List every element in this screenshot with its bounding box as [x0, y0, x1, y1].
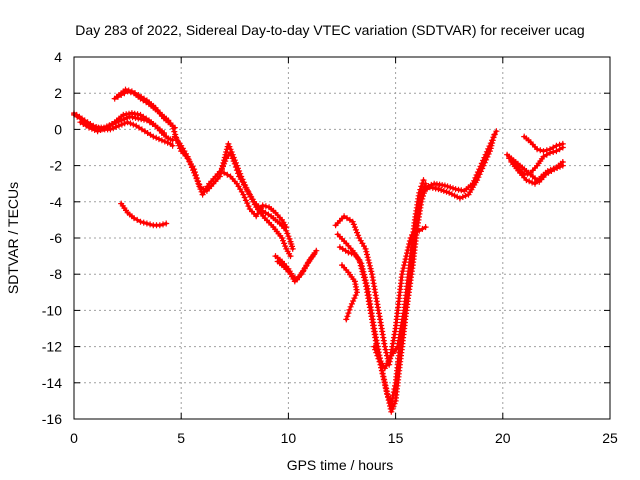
y-tick-label: -10	[42, 302, 62, 318]
y-tick-label: -4	[50, 194, 63, 210]
y-tick-label: 4	[54, 49, 62, 65]
y-tick-label: -2	[50, 158, 63, 174]
data-point-markers	[118, 200, 170, 229]
data-point-markers	[221, 169, 290, 231]
y-tick-label: -12	[42, 339, 62, 355]
series-track-q	[418, 131, 498, 202]
series-track-o	[339, 262, 360, 323]
data-point-markers	[521, 133, 566, 155]
series-track-f	[118, 200, 170, 229]
series-track-b	[71, 110, 176, 149]
series-track-e	[113, 86, 176, 129]
x-tick-label: 0	[70, 430, 78, 446]
y-tick-label: -8	[50, 266, 63, 282]
y-axis-title: SDTVAR / TECUs	[5, 182, 21, 294]
series-track-n	[336, 177, 427, 372]
chart-title: Day 283 of 2022, Sidereal Day-to-day VTE…	[75, 22, 584, 38]
y-tick-label: -6	[50, 230, 63, 246]
series-track-k	[274, 251, 318, 285]
x-tick-label: 20	[495, 430, 511, 446]
series-track-h	[171, 133, 294, 260]
x-tick-label: 25	[602, 430, 618, 446]
series-track-c	[77, 110, 167, 136]
x-tick-label: 5	[177, 430, 185, 446]
y-tick-label: -16	[42, 411, 62, 427]
x-tick-labels: 0 5 10 15 20 25	[70, 430, 618, 446]
data-point-markers	[274, 251, 318, 285]
data-point-markers	[371, 128, 500, 408]
series-track-i	[221, 169, 290, 231]
x-axis-title: GPS time / hours	[287, 457, 394, 473]
data-point-markers	[418, 131, 498, 202]
series-track-u	[521, 133, 566, 155]
series-line	[336, 182, 428, 414]
data-point-markers	[77, 110, 167, 136]
x-tick-label: 15	[388, 430, 404, 446]
y-tick-label: 0	[54, 121, 62, 137]
series-track-t	[508, 159, 566, 187]
y-tick-label: 2	[54, 85, 62, 101]
data-point-markers	[339, 262, 360, 323]
y-tick-labels: -16 -14 -12 -10 -8 -6 -4 -2 0 2 4	[42, 49, 62, 427]
ticks	[73, 56, 611, 420]
data-point-markers	[171, 133, 294, 260]
data-point-markers	[508, 159, 566, 187]
series-layer	[71, 86, 566, 415]
data-point-markers	[113, 86, 176, 129]
y-tick-label: -14	[42, 375, 62, 391]
x-tick-label: 10	[281, 430, 297, 446]
